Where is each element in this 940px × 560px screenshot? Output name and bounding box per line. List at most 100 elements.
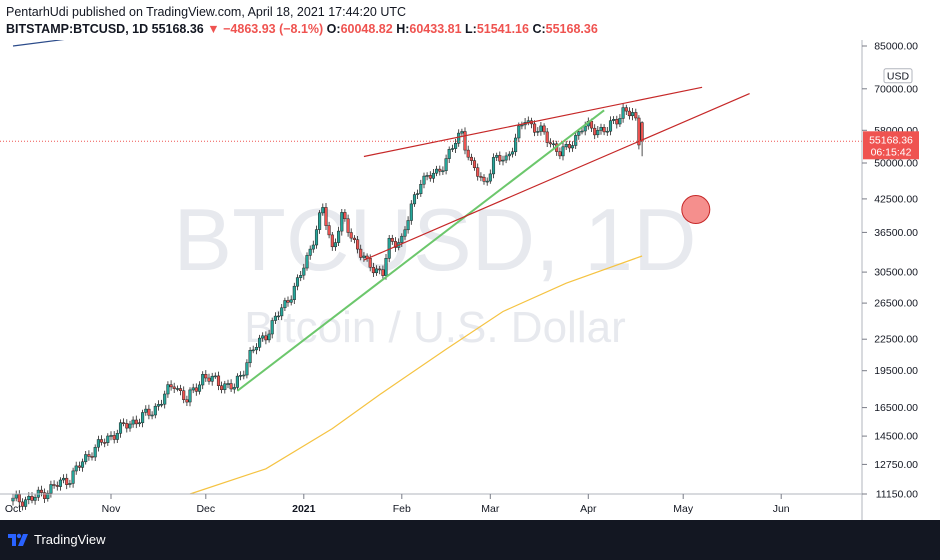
candle: [201, 371, 205, 390]
candle: [517, 122, 521, 143]
candle: [637, 115, 641, 150]
candle-body: [175, 388, 179, 390]
candle: [77, 461, 81, 471]
candle-body: [191, 387, 195, 391]
candle: [194, 383, 198, 396]
candle: [55, 481, 59, 491]
candle-body: [65, 477, 69, 485]
candle-body: [545, 131, 549, 143]
candle: [220, 381, 224, 394]
candle: [510, 147, 515, 158]
candle: [197, 381, 202, 395]
candle-body: [589, 121, 594, 129]
support-trendline: [236, 109, 605, 392]
time-axis-label: May: [673, 503, 694, 515]
candle-body: [216, 375, 221, 386]
candle-body: [371, 267, 375, 274]
candle: [49, 480, 53, 498]
candle-body: [485, 180, 489, 183]
moving-average-line: [189, 255, 643, 495]
candle-body: [349, 232, 353, 239]
candle-body: [71, 470, 75, 484]
channel-upper-line: [363, 86, 703, 158]
candle: [188, 387, 192, 407]
close-label: C:: [532, 22, 546, 36]
candle-body: [441, 170, 445, 173]
candle-body: [270, 320, 274, 335]
symbol-label[interactable]: BITSTAMP:BTCUSD, 1D: [6, 22, 149, 36]
candle-body: [220, 385, 224, 390]
candle: [608, 116, 613, 136]
candle-body: [539, 125, 543, 132]
chart-header: PentarhUdi published on TradingView.com,…: [0, 0, 940, 40]
candle-body: [517, 125, 521, 139]
candle: [261, 332, 265, 342]
candle: [207, 373, 211, 385]
candle-body: [327, 225, 331, 236]
candle: [128, 420, 132, 432]
time-axis-label: Dec: [196, 503, 215, 515]
time-axis-label: Jun: [773, 503, 790, 515]
candle-body: [596, 130, 600, 136]
candle-body: [627, 110, 631, 117]
candle: [147, 404, 151, 420]
candle-body: [305, 255, 309, 269]
candle-body: [103, 442, 107, 444]
candle: [210, 372, 214, 386]
candle-body: [567, 144, 571, 149]
candle: [621, 103, 625, 123]
candle-body: [302, 267, 306, 276]
candle-body: [403, 229, 407, 237]
channel-lower-line: [363, 93, 750, 261]
candle: [428, 171, 432, 182]
candle: [362, 252, 366, 262]
candle: [409, 200, 413, 225]
candle-body: [533, 123, 537, 133]
candle-body: [321, 207, 325, 214]
candle: [634, 108, 638, 121]
candle: [175, 385, 179, 392]
price-chart[interactable]: BTCUSD, 1D Bitcoin / U.S. Dollar 85000.0…: [0, 40, 940, 520]
candle-body: [112, 435, 116, 440]
candle: [346, 214, 350, 237]
price-axis-label: 36500.00: [874, 227, 918, 239]
candle: [624, 104, 628, 115]
candle: [485, 177, 489, 186]
candle: [384, 254, 388, 280]
candle: [548, 138, 552, 148]
candle-body: [640, 122, 644, 142]
candle: [273, 312, 277, 324]
candle: [20, 498, 25, 511]
candle: [65, 473, 69, 490]
candle: [457, 129, 461, 147]
candle-body: [160, 403, 164, 406]
target-circle-marker: [681, 195, 711, 224]
candle-body: [125, 423, 129, 429]
candle: [539, 122, 543, 136]
candle: [80, 458, 85, 472]
candle: [599, 123, 603, 135]
candle-body: [333, 242, 337, 248]
candle: [204, 370, 208, 382]
candle-body: [340, 212, 344, 232]
candle: [441, 166, 445, 175]
candle-body: [258, 337, 262, 348]
candle-body: [99, 439, 104, 443]
price-axis-label: 50000.00: [874, 158, 918, 170]
candle: [178, 384, 183, 396]
candle-body: [605, 130, 609, 133]
tradingview-logo-icon[interactable]: [8, 532, 28, 546]
candle: [602, 124, 606, 136]
candle-body: [346, 218, 350, 233]
candle-body: [599, 127, 603, 131]
candle-body: [526, 120, 530, 123]
candle: [520, 121, 524, 130]
candle-body: [466, 149, 470, 158]
candle: [324, 203, 328, 230]
candle: [631, 108, 635, 121]
candle-body: [444, 158, 448, 171]
candle-body: [362, 255, 366, 258]
candle-body: [226, 383, 230, 385]
candle-body: [384, 258, 388, 276]
candle-body: [337, 230, 341, 243]
